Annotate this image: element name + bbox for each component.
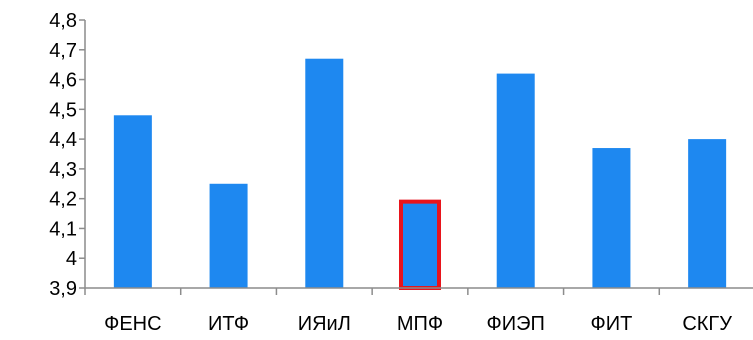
y-tick-label: 4,7 [49, 40, 77, 62]
bar-highlighted [399, 199, 441, 290]
bar [592, 148, 631, 288]
bar [688, 139, 727, 288]
y-tick-label: 4,3 [49, 159, 77, 181]
y-tick-label: 4,2 [49, 189, 77, 211]
x-axis-labels: ФЕНС ИТФ ИЯиЛ МПФ ФИЭП ФИТ СКГУ [104, 313, 732, 335]
x-category-label: МПФ [397, 313, 443, 335]
bar [305, 58, 344, 288]
y-axis-ticks: 3,9 4 4,1 4,2 4,3 4,4 4,5 4,6 4,7 4,8 [49, 10, 85, 300]
y-tick-label: 4,1 [49, 218, 77, 240]
x-category-label: ФЕНС [104, 313, 161, 335]
x-axis-ticks [84, 288, 661, 295]
y-tick-label: 3,9 [49, 278, 77, 300]
bar [496, 73, 535, 288]
y-tick-label: 4 [66, 248, 77, 270]
bar [209, 183, 248, 288]
y-tick-label: 4,8 [49, 10, 77, 32]
x-category-label: ИТФ [208, 313, 249, 335]
bar [113, 115, 152, 289]
x-category-label: ФИЭП [487, 313, 545, 335]
y-tick-label: 4,6 [49, 70, 77, 92]
x-category-label: ФИТ [591, 313, 633, 335]
x-category-label: СКГУ [682, 313, 732, 335]
bars [113, 58, 727, 290]
y-tick-label: 4,5 [49, 99, 77, 121]
y-tick-label: 4,4 [49, 129, 77, 151]
x-category-label: ИЯиЛ [298, 313, 351, 335]
